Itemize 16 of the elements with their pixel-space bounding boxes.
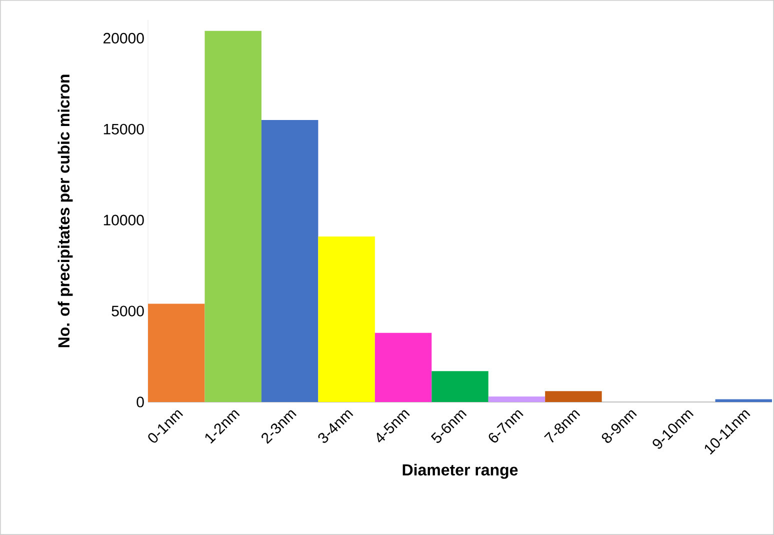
bar	[488, 396, 546, 402]
y-axis-title: No. of precipitates per cubic micron	[58, 74, 73, 348]
bar	[545, 391, 602, 402]
y-tick-label: 15000	[104, 124, 144, 134]
bar	[318, 236, 375, 402]
bar	[432, 371, 488, 402]
bar	[261, 120, 318, 402]
y-tick-label: 5000	[112, 306, 144, 316]
bar	[715, 399, 772, 402]
y-tick-label: 10000	[104, 214, 144, 226]
y-tick-label: 0	[136, 396, 144, 408]
bar	[148, 304, 205, 402]
bar	[374, 332, 432, 402]
x-axis-title: Diameter range	[402, 464, 518, 479]
y-tick-label: 20000	[104, 32, 144, 44]
bar	[204, 30, 262, 402]
